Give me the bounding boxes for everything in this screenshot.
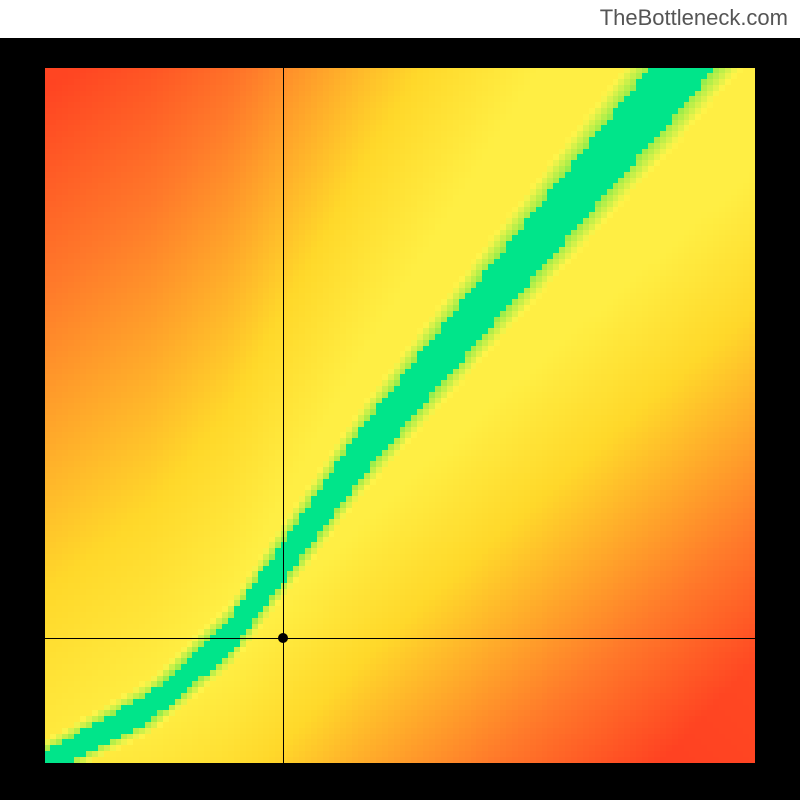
crosshair-vertical (283, 68, 284, 763)
outer-black-frame (0, 38, 800, 800)
crosshair-horizontal (45, 638, 755, 639)
marker-point (278, 633, 288, 643)
watermark-text: TheBottleneck.com (600, 5, 788, 31)
heatmap-plot (45, 68, 755, 763)
chart-container: TheBottleneck.com (0, 0, 800, 800)
heatmap-canvas (45, 68, 755, 763)
